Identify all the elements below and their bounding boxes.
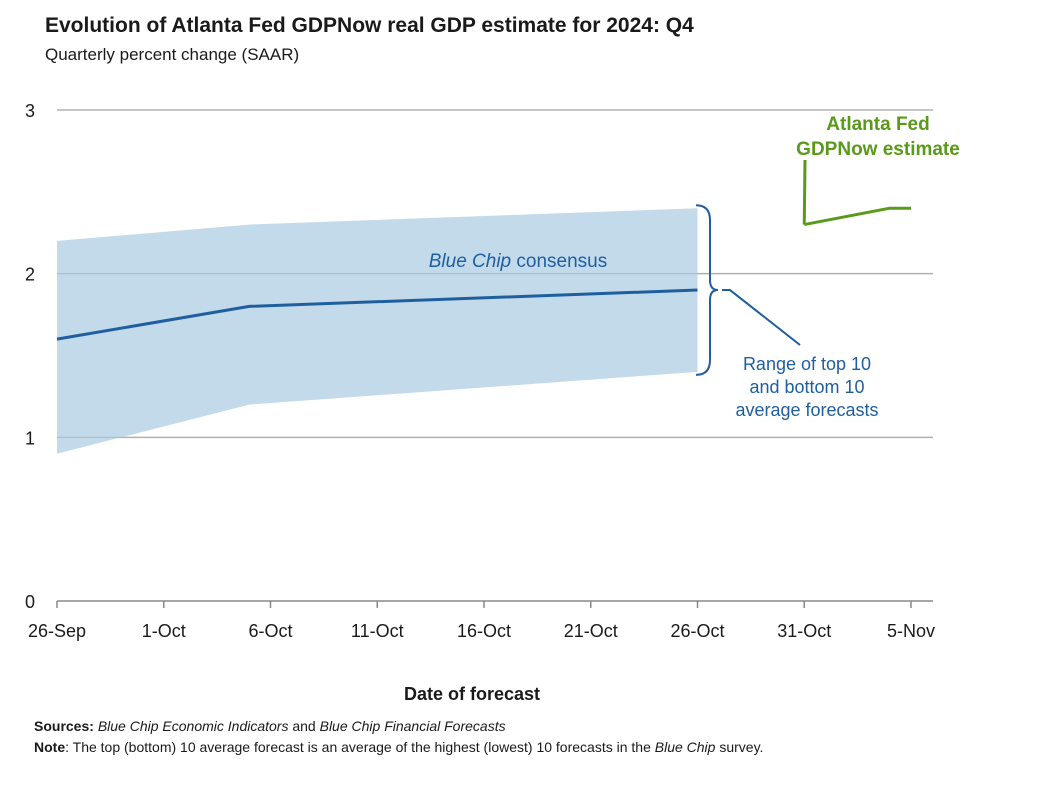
y-tick-label-0: 0	[25, 592, 35, 612]
x-tick-label-4: 16-Oct	[457, 621, 511, 641]
sources-and: and	[288, 718, 320, 734]
gdpnow-estimate-line	[803, 206, 911, 227]
x-tick-label-0: 26-Sep	[28, 621, 86, 641]
x-tick-label-2: 6-Oct	[248, 621, 292, 641]
chart-title: Evolution of Atlanta Fed GDPNow real GDP…	[45, 14, 694, 37]
range-label-line-0: Range of top 10	[743, 354, 871, 374]
gdpnow-label-line-1: GDPNow estimate	[796, 139, 960, 160]
x-tick-label-5: 21-Oct	[564, 621, 618, 641]
sources-italic-1: Blue Chip Economic Indicators	[97, 718, 289, 734]
x-axis-label: Date of forecast	[403, 684, 541, 704]
range-bracket	[695, 204, 719, 376]
note-text-1: : The top (bottom) 10 average forecast i…	[65, 739, 655, 755]
y-tick-label-2: 2	[25, 265, 35, 285]
x-tick-label-3: 11-Oct	[351, 621, 404, 641]
range-leader-line	[722, 289, 801, 346]
x-tick-label-6: 26-Oct	[670, 621, 724, 641]
footnotes: Sources: Blue Chip Economic Indicators a…	[34, 716, 934, 758]
x-tick-label-1: 1-Oct	[142, 621, 186, 641]
gdpnow-label-line-0: Atlanta Fed	[826, 114, 929, 135]
chart-subtitle: Quarterly percent change (SAAR)	[45, 45, 300, 64]
band-layer	[57, 109, 933, 454]
sources-line: Sources: Blue Chip Economic Indicators a…	[34, 716, 934, 737]
note-text-2: survey.	[715, 739, 764, 755]
range-label-line-1: and bottom 10	[749, 377, 864, 397]
consensus-label-rest: consensus	[511, 251, 607, 272]
note-label: Note	[34, 739, 66, 755]
range-band	[57, 208, 698, 454]
y-tick-label-3: 3	[25, 101, 35, 121]
consensus-label: Blue Chip consensus	[429, 251, 608, 272]
x-tick-label-7: 31-Oct	[777, 621, 831, 641]
note-italic: Blue Chip	[654, 739, 716, 755]
axis-layer: 0 1 2 3 26-Sep 1-Oct 6-Oct 11-Oct 16-Oct 21-Oct 26…	[25, 101, 935, 641]
note-line: Note: The top (bottom) 10 average foreca…	[34, 737, 934, 758]
gdp-chart: 0 1 2 3 26-Sep 1-Oct 6-Oct 11-Oct 16-Oct 21-Oct 26…	[25, 101, 960, 641]
sources-italic-2: Blue Chip Financial Forecasts	[319, 718, 506, 734]
x-tick-label-8: 5-Nov	[887, 621, 935, 641]
annotation-layer: Range of top 10 and bottom 10 average fore…	[429, 114, 960, 420]
blue-chip-consensus-line	[56, 288, 698, 341]
range-label-line-2: average forecasts	[735, 400, 878, 420]
gdpnow-leader-line	[802, 159, 807, 225]
line-layer	[56, 206, 911, 341]
consensus-label-italic: Blue Chip	[429, 251, 511, 272]
sources-label: Sources:	[34, 718, 94, 734]
y-tick-label-1: 1	[25, 428, 35, 448]
